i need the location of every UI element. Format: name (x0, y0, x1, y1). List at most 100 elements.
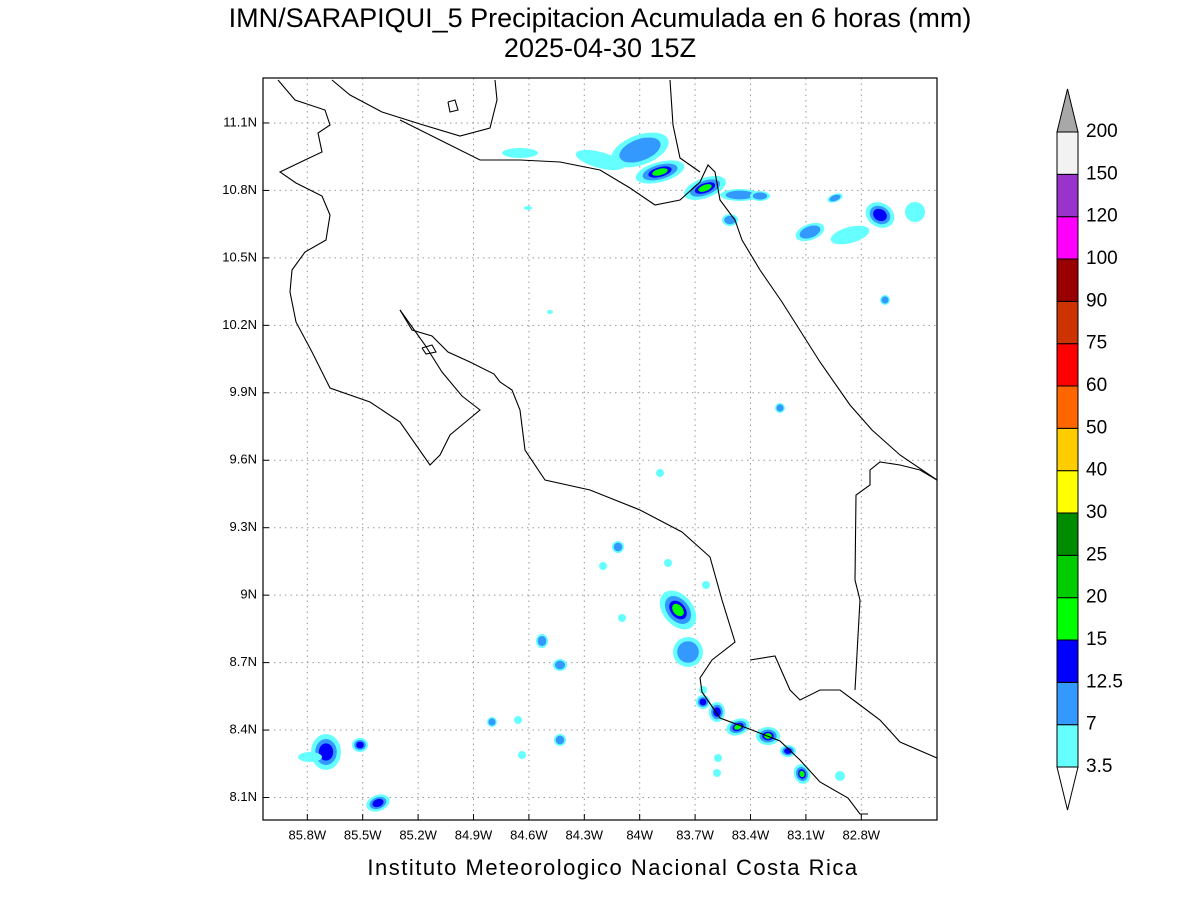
colorbar-under (1056, 766, 1079, 811)
precip-cell (776, 404, 784, 412)
precip-cell (524, 206, 532, 210)
footer: Instituto Meteorologico Nacional Costa R… (367, 855, 858, 880)
coastline (669, 79, 701, 173)
coastline (331, 79, 498, 137)
x-tick-label: 84.9W (455, 827, 493, 842)
precip-cell (714, 754, 722, 762)
precip-cell (599, 562, 607, 570)
precip-cell (873, 208, 887, 222)
precip-cell (502, 148, 538, 158)
precip-cell (619, 137, 661, 163)
precip-cell (672, 603, 684, 617)
colorbar-box (1056, 470, 1079, 514)
coastline (749, 655, 938, 759)
y-tick-label: 9.3N (230, 519, 257, 534)
colorbar-label: 7 (1086, 714, 1097, 735)
precip-cell (488, 718, 496, 726)
precip-cell (613, 542, 623, 552)
x-tick-label: 84.3W (566, 827, 604, 842)
precip-cell (713, 769, 721, 777)
precip-cell (830, 225, 870, 245)
precip-cell (318, 743, 334, 761)
x-tick-label: 84W (626, 827, 653, 842)
subtitle: 2025-04-30 15Z (504, 33, 696, 63)
y-tick-label: 9N (240, 587, 257, 602)
coastline (277, 79, 481, 466)
x-tick-label: 85.8W (289, 827, 327, 842)
colorbar-label: 3.5 (1086, 756, 1112, 777)
precip-cell (752, 192, 768, 200)
precip-cell (664, 559, 672, 567)
precip-cell (905, 202, 925, 222)
x-tick-label: 82.8W (843, 827, 881, 842)
colorbar-label: 40 (1086, 460, 1107, 481)
precip-cell (698, 184, 712, 192)
grid (263, 78, 937, 820)
precip-cell (372, 798, 384, 808)
y-tick-label: 10.2N (222, 317, 257, 332)
colorbar-label: 15 (1086, 629, 1107, 650)
colorbar-label: 200 (1086, 121, 1118, 142)
x-tick-label: 83.1W (787, 827, 825, 842)
precip-cell (799, 225, 821, 239)
precip-cell (652, 168, 668, 176)
colorbar-box (1056, 131, 1079, 175)
colorbar-label: 150 (1086, 163, 1118, 184)
colorbar-box (1056, 300, 1079, 345)
coastline (399, 309, 868, 815)
colorbar-label: 100 (1086, 248, 1118, 269)
map-frame (262, 77, 938, 821)
precip-cell (702, 581, 710, 589)
precip-cell (514, 716, 522, 724)
precip-cell (575, 149, 625, 171)
y-tick-label: 11.1N (223, 114, 257, 129)
x-tick-label: 85.5W (344, 827, 382, 842)
y-tick-label: 8.7N (230, 654, 257, 669)
x-tick-label: 83.4W (732, 827, 770, 842)
colorbar-label: 75 (1086, 333, 1107, 354)
border (854, 461, 938, 691)
precip-cell (725, 190, 755, 200)
colorbar-box (1056, 173, 1079, 218)
precip-cell (356, 741, 364, 749)
colorbar-label: 60 (1086, 375, 1107, 396)
x-tick-label: 84.6W (510, 827, 548, 842)
title: IMN/SARAPIQUI_5 Precipitacion Acumulada … (229, 3, 972, 33)
colorbar-label: 90 (1086, 290, 1107, 311)
coastline (421, 344, 437, 355)
precip-cell (656, 469, 664, 477)
x-tick-label: 85.2W (399, 827, 437, 842)
colorbar-over (1056, 88, 1079, 133)
colorbar-box (1056, 512, 1079, 556)
y-tick-label: 9.6N (230, 452, 257, 467)
colorbar-box (1056, 681, 1079, 726)
colorbar-box (1056, 343, 1079, 387)
colorbar-label: 20 (1086, 587, 1107, 608)
precip-cell (829, 194, 841, 202)
y-tick-label: 8.4N (230, 721, 257, 736)
colorbar-label: 120 (1086, 206, 1118, 227)
precip-cell (554, 660, 566, 670)
colorbar-label: 30 (1086, 502, 1107, 523)
precip-cell (881, 296, 889, 304)
border (399, 119, 938, 481)
precip-cell (547, 310, 553, 314)
precip-cell (724, 215, 736, 225)
axes: 85.8W 85.5W 85.2W 84.9W 84.6W 84.3W 84W 83.7W 83… (222, 114, 881, 842)
colorbar-box (1056, 258, 1079, 302)
precip-cell (555, 735, 565, 745)
colorbar-box (1056, 427, 1079, 472)
precip-cell (518, 751, 526, 759)
precip-cell (677, 641, 699, 663)
coastlines (277, 79, 938, 815)
colorbar-box (1056, 639, 1079, 683)
y-tick-label: 10.8N (222, 182, 257, 197)
precip-cell (298, 752, 322, 762)
precipitation (298, 132, 925, 812)
precip-cell (537, 635, 547, 647)
colorbar-box (1056, 216, 1079, 260)
colorbar-label: 12.5 (1086, 671, 1123, 692)
y-tick-label: 10.5N (222, 249, 257, 264)
colorbar-box (1056, 554, 1079, 599)
colorbar-box (1056, 724, 1079, 768)
